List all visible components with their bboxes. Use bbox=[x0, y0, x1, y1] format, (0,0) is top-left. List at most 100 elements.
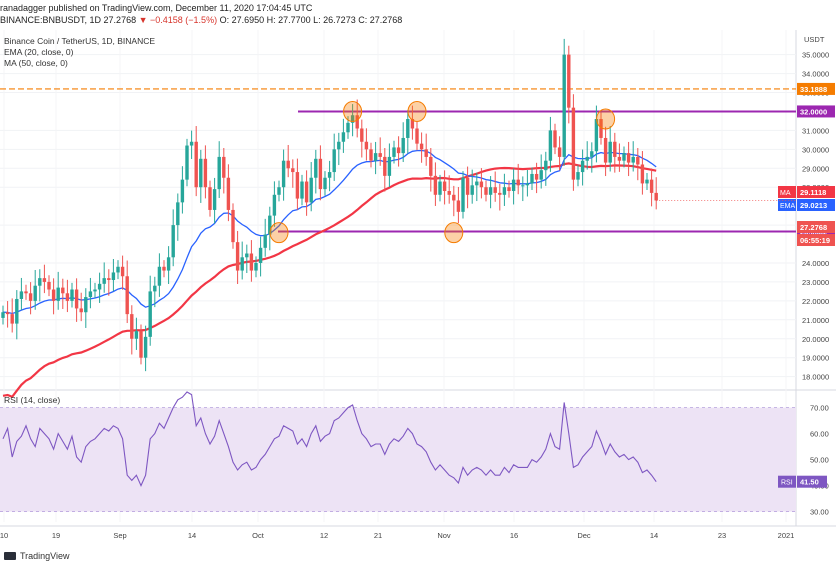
symbol-name: BINANCE:BNBUSDT, 1D bbox=[0, 15, 102, 25]
highlight-ellipse bbox=[596, 108, 616, 130]
price-tick-label: 30.0000 bbox=[802, 145, 829, 154]
price-tick-label: 35.0000 bbox=[802, 51, 829, 60]
candle-body bbox=[42, 278, 47, 282]
candle-body bbox=[355, 115, 359, 129]
price-tick-label: 34.0000 bbox=[802, 70, 829, 79]
candle-body bbox=[516, 179, 520, 186]
candle-body bbox=[424, 149, 428, 157]
candle-body bbox=[622, 153, 626, 161]
candle-body bbox=[649, 179, 654, 193]
rsi-tag bbox=[778, 475, 796, 488]
candle-body bbox=[240, 257, 244, 271]
candle-body bbox=[318, 158, 323, 190]
candle-body bbox=[456, 200, 461, 212]
candle-body bbox=[640, 164, 645, 184]
candle-body bbox=[1, 312, 5, 318]
candle-body bbox=[102, 278, 106, 284]
price-tick-label: 18.0000 bbox=[802, 373, 829, 382]
candle-body bbox=[594, 119, 599, 152]
price-tick-label: 21.0000 bbox=[802, 316, 829, 325]
candle-body bbox=[268, 215, 272, 235]
candle-body bbox=[93, 289, 97, 292]
candle-body bbox=[38, 278, 42, 286]
time-tick-label: Sep bbox=[113, 531, 126, 540]
ma-legend[interactable]: MA (50, close, 0) bbox=[4, 58, 68, 68]
level-price-label: 33.1888 bbox=[800, 85, 827, 94]
candle-body bbox=[406, 119, 410, 138]
author-name[interactable]: ranadagger bbox=[0, 3, 47, 13]
footer-brand[interactable]: TradingView bbox=[20, 551, 70, 561]
time-tick-label: Dec bbox=[577, 531, 591, 540]
candle-body bbox=[645, 179, 649, 184]
price-tick-label: 22.0000 bbox=[802, 297, 829, 306]
rsi-legend[interactable]: RSI (14, close) bbox=[4, 395, 61, 405]
candle-body bbox=[452, 194, 456, 201]
price-value-tag bbox=[797, 186, 835, 198]
candle-body bbox=[33, 285, 37, 301]
candle-body bbox=[337, 141, 341, 150]
time-tick-label: 16 bbox=[510, 531, 518, 540]
rsi-band bbox=[0, 407, 796, 512]
last-price: 27.2768 bbox=[103, 15, 137, 25]
candle-body bbox=[433, 175, 438, 195]
candle-body bbox=[107, 278, 111, 281]
candle-body bbox=[608, 141, 612, 163]
candle-body bbox=[534, 173, 539, 180]
rsi-value-tag bbox=[797, 475, 827, 488]
candle-body bbox=[475, 181, 479, 186]
indicator-tag bbox=[778, 199, 796, 211]
candle-body bbox=[84, 297, 88, 313]
candle-body bbox=[162, 266, 166, 271]
candle-body bbox=[125, 276, 129, 315]
candle-body bbox=[626, 153, 631, 163]
candle-body bbox=[295, 172, 300, 199]
currency-label: USDT bbox=[804, 35, 825, 44]
time-tick-label: Nov bbox=[437, 531, 451, 540]
candle-body bbox=[143, 336, 148, 358]
chart-legend: Binance Coin / TetherUS, 1D, BINANCE EMA… bbox=[4, 36, 155, 69]
candle-body bbox=[410, 119, 415, 129]
footer: TradingView bbox=[4, 551, 70, 561]
candle-body bbox=[387, 156, 392, 176]
price-tick-label: 31.0000 bbox=[802, 126, 829, 135]
ema-legend[interactable]: EMA (20, close, 0) bbox=[4, 47, 74, 57]
candle-body bbox=[502, 187, 507, 195]
candle-body bbox=[585, 156, 589, 161]
candle-body bbox=[24, 291, 28, 294]
highlight-ellipse bbox=[444, 222, 464, 244]
candle-body bbox=[539, 170, 543, 180]
candle-body bbox=[562, 54, 566, 157]
candle-body bbox=[392, 147, 396, 157]
candle-body bbox=[553, 130, 557, 148]
candle-body bbox=[74, 289, 79, 309]
candle-body bbox=[180, 179, 185, 203]
price-chart[interactable]: 35.000034.000033.000031.000030.000029.00… bbox=[0, 30, 836, 550]
candle-body bbox=[70, 289, 74, 301]
candle-body bbox=[603, 137, 608, 163]
candle-body bbox=[557, 147, 562, 157]
candle-body bbox=[222, 156, 226, 178]
candle-body bbox=[401, 137, 405, 154]
candle-body bbox=[567, 54, 571, 108]
candle-body bbox=[415, 128, 419, 144]
candle-body bbox=[47, 281, 51, 290]
candle-body bbox=[507, 187, 511, 192]
candle-body bbox=[19, 291, 24, 299]
candle-body bbox=[525, 183, 530, 186]
candle-body bbox=[61, 287, 65, 294]
candle-body bbox=[245, 253, 249, 258]
candle-body bbox=[571, 107, 576, 180]
time-tick-label: 14 bbox=[188, 531, 196, 540]
candle-body bbox=[272, 194, 277, 216]
candle-body bbox=[383, 156, 387, 176]
candle-body bbox=[636, 156, 640, 165]
candle-body bbox=[373, 153, 378, 161]
candle-body bbox=[148, 291, 152, 337]
candle-body bbox=[323, 177, 327, 190]
rsi-tick-label: 50.00 bbox=[810, 456, 829, 465]
candle-body bbox=[79, 308, 83, 313]
price-tick-label: 23.0000 bbox=[802, 278, 829, 287]
time-tick-label: 21 bbox=[374, 531, 382, 540]
candle-body bbox=[511, 179, 516, 192]
candle-body bbox=[304, 181, 309, 203]
